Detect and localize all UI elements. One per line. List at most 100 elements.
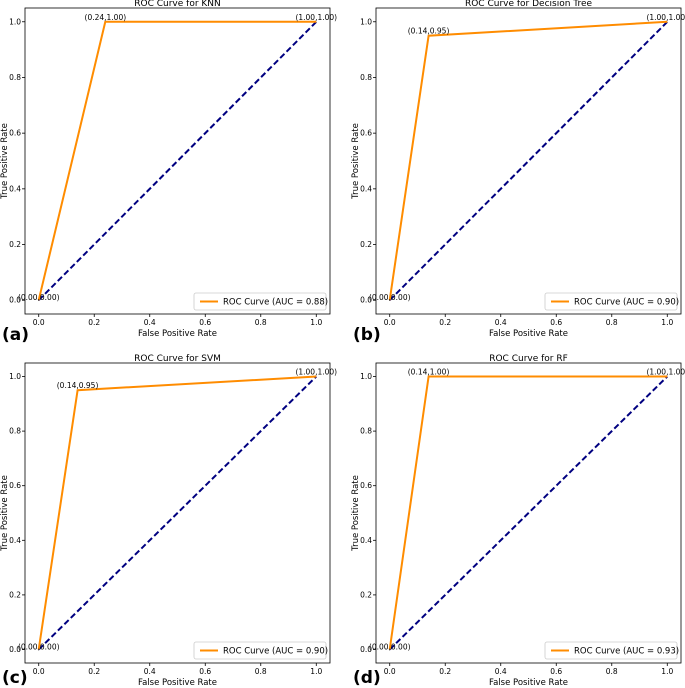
chart-title: ROC Curve for KNN [134,0,221,9]
diagonal-reference-line [37,21,318,301]
roc-panel-3: ROC Curve for SVM 0.0 0.2 0.4 0.6 0.8 1.0 0.0 0.… [0,354,337,688]
chart-title: ROC Curve for RF [489,354,568,364]
legend-box [193,641,327,660]
plot-frame [375,7,682,315]
y-tick-label: 1.0 [360,17,372,26]
point-label: (0.00,0.00) [18,643,60,652]
diagonal-reference-line [388,375,669,651]
point-label: (1.00,1.00) [295,13,337,22]
x-tick-label: 0.6 [199,667,211,676]
plot-frame [24,362,331,664]
roc-curve-line [388,20,668,301]
legend-label: ROC Curve (AUC = 0.90) [574,298,679,308]
chart-title: ROC Curve for Decision Tree [465,0,593,9]
roc-panel-4: ROC Curve for RF 0.0 0.2 0.4 0.6 0.8 1.0 0.0 0.2… [351,354,685,688]
y-tick-label: 1.0 [360,372,372,381]
x-tick-label: 0.0 [33,667,45,676]
panel-tag: (a) [2,325,29,345]
y-tick-label: 0.4 [9,184,21,193]
y-tick-label: 1.0 [9,17,21,26]
legend: ROC Curve (AUC = 0.88) [193,292,328,311]
y-tick-label: 0.8 [9,73,21,82]
y-axis-label: True Positive Rate [0,475,10,552]
x-tick-label: 0.8 [255,667,267,676]
plot-frame [24,7,331,315]
y-axis-label: True Positive Rate [351,123,361,200]
x-tick-label: 0.2 [88,318,100,327]
y-tick-label: 0.2 [9,240,21,249]
point-label: (0.14,1.00) [408,368,450,377]
legend: ROC Curve (AUC = 0.90) [544,292,679,311]
x-axis-label: False Positive Rate [489,329,568,339]
y-tick-label: 1.0 [9,372,21,381]
legend-box [544,292,678,311]
legend-box [193,292,327,311]
y-tick-label: 0.0 [9,645,21,654]
panel-tag: (d) [353,668,381,688]
x-tick-label: 1.0 [661,667,673,676]
roc-curve-line [37,375,317,650]
x-tick-label: 1.0 [310,667,322,676]
y-tick-label: 0.8 [360,427,372,436]
x-axis-label: False Positive Rate [138,678,217,688]
x-axis-label: False Positive Rate [138,329,217,339]
legend-label: ROC Curve (AUC = 0.88) [223,298,328,308]
x-tick-label: 1.0 [310,318,322,327]
y-tick-label: 0.4 [360,536,372,545]
point-label: (1.00,1.00) [646,13,685,22]
legend-label: ROC Curve (AUC = 0.93) [574,647,679,657]
diagonal-reference-line [37,375,318,651]
x-tick-label: 0.0 [384,667,396,676]
y-tick-label: 0.8 [360,73,372,82]
y-tick-label: 0.0 [9,296,21,305]
y-axis-label: True Positive Rate [0,123,10,200]
panel-tag: (b) [353,325,381,345]
legend: ROC Curve (AUC = 0.90) [193,641,328,660]
x-tick-label: 0.8 [606,318,618,327]
y-tick-label: 0.4 [9,536,21,545]
x-tick-label: 0.4 [495,667,507,676]
point-label: (0.14,0.95) [408,27,450,36]
x-tick-label: 0.6 [550,667,562,676]
panel-tag: (c) [2,668,28,688]
x-tick-label: 0.6 [199,318,211,327]
y-tick-label: 0.2 [360,590,372,599]
x-tick-label: 0.2 [439,318,451,327]
point-label: (1.00,1.00) [295,368,337,377]
y-tick-label: 0.2 [9,590,21,599]
x-tick-label: 0.0 [384,318,396,327]
x-tick-label: 0.8 [606,667,618,676]
point-label: (0.24,1.00) [85,13,127,22]
y-tick-label: 0.0 [360,296,372,305]
x-axis-label: False Positive Rate [489,678,568,688]
x-tick-label: 0.4 [144,667,156,676]
chart-title: ROC Curve for SVM [134,354,221,364]
x-tick-label: 1.0 [661,318,673,327]
x-tick-label: 0.4 [495,318,507,327]
x-tick-label: 0.0 [33,318,45,327]
x-tick-label: 0.2 [88,667,100,676]
point-label: (0.00,0.00) [18,293,60,302]
y-tick-label: 0.6 [360,481,372,490]
y-tick-label: 0.6 [360,129,372,138]
y-axis-label: True Positive Rate [351,475,361,552]
y-tick-label: 0.8 [9,427,21,436]
legend-box [544,641,678,660]
x-tick-label: 0.8 [255,318,267,327]
point-label: (0.00,0.00) [369,293,411,302]
x-tick-label: 0.2 [439,667,451,676]
y-tick-label: 0.4 [360,184,372,193]
roc-panel-1: ROC Curve for KNN 0.0 0.2 0.4 0.6 0.8 1.0 0.0 0.… [0,0,337,345]
legend-label: ROC Curve (AUC = 0.90) [223,647,328,657]
diagonal-reference-line [388,21,669,301]
x-tick-label: 0.4 [144,318,156,327]
roc-curve-line [388,375,668,650]
y-tick-label: 0.0 [360,645,372,654]
point-label: (0.14,0.95) [57,381,99,390]
roc-curve-line [37,20,317,301]
point-label: (0.00,0.00) [369,643,411,652]
roc-panel-2: ROC Curve for Decision Tree 0.0 0.2 0.4 0.6 0… [351,0,685,345]
y-tick-label: 0.6 [9,481,21,490]
x-tick-label: 0.6 [550,318,562,327]
